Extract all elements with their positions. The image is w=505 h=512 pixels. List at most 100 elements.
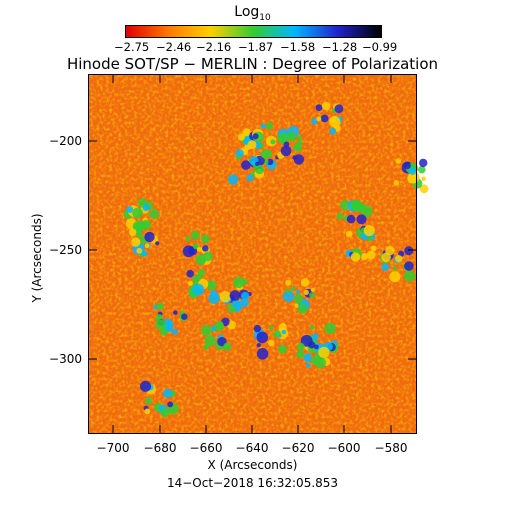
feature-blob [227,174,239,185]
feature-blob [186,269,194,278]
x-tick-label: −600 [327,441,361,455]
feature-blob [182,245,195,258]
feature-blob [298,140,303,145]
feature-blob [132,207,143,219]
feature-blob [126,206,134,213]
feature-blob [320,114,329,123]
feature-blob [419,158,428,168]
feature-blob [297,304,308,314]
feature-blob [270,139,276,145]
feature-blob [172,328,179,335]
feature-blob [265,122,273,130]
feature-blob [144,408,151,415]
feature-blob [354,202,362,210]
feature-blob [241,160,251,170]
feature-blob [305,363,311,368]
feature-blob [294,303,299,308]
colorbar-title-text: Log [234,4,260,20]
feature-blob [144,231,155,243]
feature-blob [285,288,290,294]
feature-blob [254,164,265,175]
feature-blob [192,243,199,250]
feature-blob [393,266,397,271]
feature-blob [162,388,173,398]
x-tick-label: −700 [96,441,130,455]
feature-blob [329,116,341,128]
feature-blob [196,246,202,252]
timestamp: 14−Oct−2018 16:32:05.853 [166,476,339,490]
feature-blob [241,291,250,301]
feature-blob [292,155,297,160]
feature-blob [268,339,275,347]
colorbar-title: Log10 [0,4,505,23]
feature-blob [393,180,400,186]
feature-blob [281,329,287,335]
colorbar [125,25,382,38]
feature-blob [293,142,303,152]
y-tick-label: −300 [49,352,82,366]
feature-blob [283,141,290,148]
feature-blob [195,254,206,265]
x-tick-label: −660 [189,441,223,455]
feature-blob [185,236,191,242]
feature-blob [192,275,201,283]
feature-blob [219,291,231,303]
feature-blob [421,176,427,182]
feature-blob [293,294,304,304]
feature-blob [128,228,137,237]
feature-blob [206,280,217,291]
feature-blob [300,278,310,287]
feature-blob [173,310,178,315]
feature-blob [274,330,281,338]
feature-blob [269,325,274,330]
x-tick-label: −640 [235,441,269,455]
feature-blob [381,252,391,263]
feature-blob [256,343,261,348]
feature-blob [233,276,245,288]
feature-blob [404,270,416,282]
feature-blob [237,133,245,141]
feature-blob [253,324,262,333]
x-axis-label: X (Arcseconds) [207,458,298,472]
feature-blob [136,247,143,254]
feature-blob [395,255,403,263]
colorbar-tick-label: −2.75 [114,40,150,54]
feature-blob [346,214,356,224]
colorbar-tick-label: −1.87 [238,40,274,54]
feature-blob [278,344,287,354]
feature-blob [340,200,350,211]
feature-blob [367,236,373,242]
feature-blob [256,331,269,344]
feature-blob [160,408,170,417]
colorbar-tick-label: −1.58 [280,40,316,54]
feature-blob [144,397,153,405]
feature-blob [318,346,330,359]
feature-blob [156,302,164,311]
feature-blob [308,341,316,349]
feature-blob [280,145,292,157]
feature-blob [282,290,295,302]
feature-blob [256,348,269,360]
feature-blob [142,204,150,212]
feature-blob [240,298,249,307]
feature-blob [167,401,174,408]
feature-blob [389,271,401,283]
feature-blob [203,251,213,262]
y-tick-label: −200 [49,134,82,148]
feature-blob [356,214,367,225]
feature-blob [255,161,260,166]
feature-blob [204,335,216,347]
feature-blob [229,290,241,301]
feature-blob [309,325,315,330]
feature-blob [235,149,244,158]
feature-blob [403,162,411,170]
plot-frame [88,74,417,434]
feature-blob [190,230,200,240]
feature-blob [155,319,167,331]
magnetic-features [123,101,429,417]
feature-blob [260,123,266,129]
feature-blob [321,101,331,111]
feature-blob [363,225,375,237]
feature-blob [155,241,160,246]
feature-blob [296,342,305,351]
